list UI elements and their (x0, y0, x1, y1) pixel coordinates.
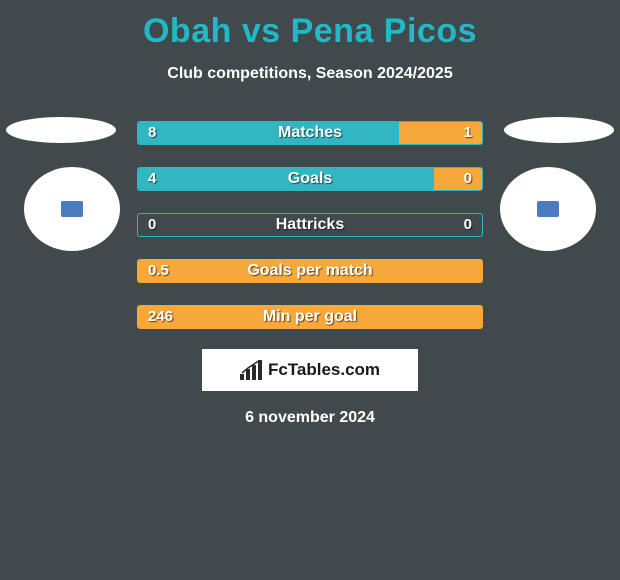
stat-label: Hattricks (138, 214, 482, 236)
source-logo-text: FcTables.com (268, 360, 380, 380)
stat-bars: 81Matches 40Goals 00Hattricks 0.5Goals per … (137, 121, 483, 329)
team-badge-right-icon (537, 201, 559, 217)
stat-row: 00Hattricks (137, 213, 483, 237)
player-right-avatar (500, 167, 596, 251)
subtitle: Club competitions, Season 2024/2025 (0, 65, 620, 83)
page-title: Obah vs Pena Picos (0, 0, 620, 51)
comparison-chart: 81Matches 40Goals 00Hattricks 0.5Goals per … (0, 121, 620, 329)
player-left-avatar (24, 167, 120, 251)
stat-row: 40Goals (137, 167, 483, 191)
player-left-nameplate (6, 117, 116, 143)
stat-label: Min per goal (138, 306, 482, 328)
date-label: 6 november 2024 (0, 409, 620, 427)
stat-row: 81Matches (137, 121, 483, 145)
fctables-icon (240, 360, 264, 380)
team-badge-left-icon (61, 201, 83, 217)
stat-label: Goals (138, 168, 482, 190)
stat-label: Goals per match (138, 260, 482, 282)
stat-row: 0.5Goals per match (137, 259, 483, 283)
player-right-nameplate (504, 117, 614, 143)
source-logo: FcTables.com (202, 349, 418, 391)
stat-row: 246Min per goal (137, 305, 483, 329)
stat-label: Matches (138, 122, 482, 144)
